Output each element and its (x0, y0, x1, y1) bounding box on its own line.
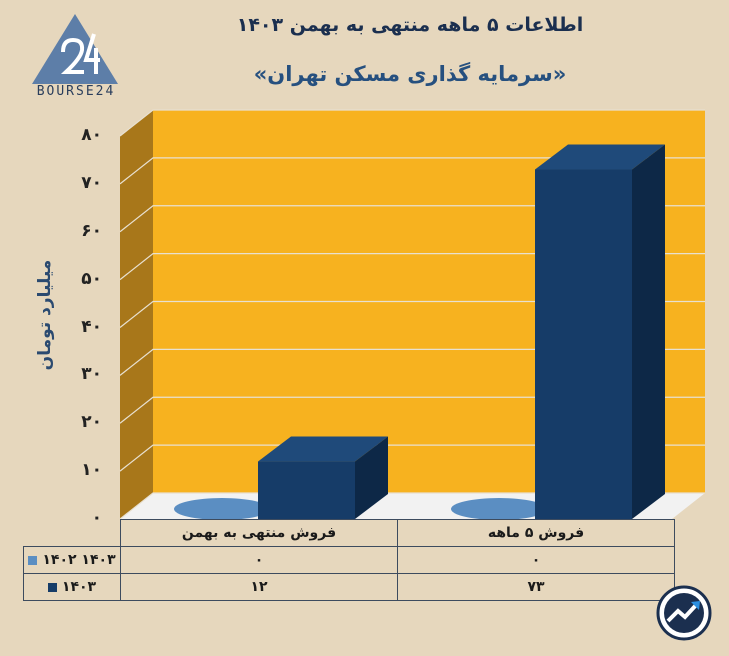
y-tick-label: ۴۰ (81, 316, 102, 337)
gridline (119, 348, 705, 376)
y-tick-label: ۷۰ (81, 172, 102, 193)
bar-series-1403 (535, 169, 632, 519)
y-tick-label: ۰ (91, 508, 102, 528)
gridline (119, 253, 705, 281)
logo-text: BOURSE24 (36, 84, 116, 99)
y-tick-label: ۱۰ (81, 460, 102, 481)
bourse24-logo-icon (32, 14, 118, 84)
gridline (119, 492, 705, 520)
series-name: ۱۴۰۲ ۱۴۰۳ (42, 552, 116, 568)
table-cell: ۷۳ (397, 573, 675, 601)
y-tick-label: ۵۰ (81, 268, 102, 289)
y-tick-label: ۶۰ (81, 220, 102, 241)
table-row: ۱۴۰۳ ۱۲ ۷۳ (23, 573, 675, 601)
bar-top-face (258, 436, 388, 462)
bar-series-1403 (258, 461, 355, 519)
bar-top-face (535, 144, 665, 170)
gridline (119, 205, 705, 233)
series-name: ۱۴۰۳ (61, 579, 97, 595)
y-tick-label: ۲۰ (81, 412, 102, 433)
bar-series-1402 (174, 498, 270, 520)
y-tick-label: ۳۰ (81, 364, 102, 385)
table-header-row: فروش منتهی به بهمن فروش ۵ ماهه (23, 519, 675, 547)
gridline (119, 157, 705, 185)
gridline (119, 444, 705, 472)
bar-side-face (355, 436, 388, 519)
trend-up-badge-icon (656, 585, 712, 641)
gridline (119, 300, 705, 328)
legend-swatch (28, 555, 38, 565)
table-cell: ۰ (397, 546, 675, 574)
legend-swatch (47, 582, 57, 592)
table-cell: ۱۲ (120, 573, 398, 601)
chart-subtitle: «سرمایه گذاری مسکن تهران» (253, 62, 567, 86)
y-tick-label: ۸۰ (81, 125, 102, 145)
table-row: ۱۴۰۲ ۱۴۰۳ ۰ ۰ (23, 546, 675, 574)
bar-side-face (632, 144, 665, 519)
legend-entry: ۱۴۰۲ ۱۴۰۳ (23, 546, 121, 574)
gridline (119, 109, 705, 137)
category-label: فروش ۵ ماهه (397, 519, 675, 547)
category-label: فروش منتهی به بهمن (120, 519, 398, 547)
chart-title: اطلاعات ۵ ماهه منتهی به بهمن ۱۴۰۳ (236, 14, 584, 36)
table-cell: ۰ (120, 546, 398, 574)
gridline (119, 396, 705, 424)
bar-series-1402 (451, 498, 547, 520)
data-table: فروش منتهی به بهمن فروش ۵ ماهه ۱۴۰۲ ۱۴۰۳… (23, 519, 675, 601)
legend-entry: ۱۴۰۳ (23, 573, 121, 601)
